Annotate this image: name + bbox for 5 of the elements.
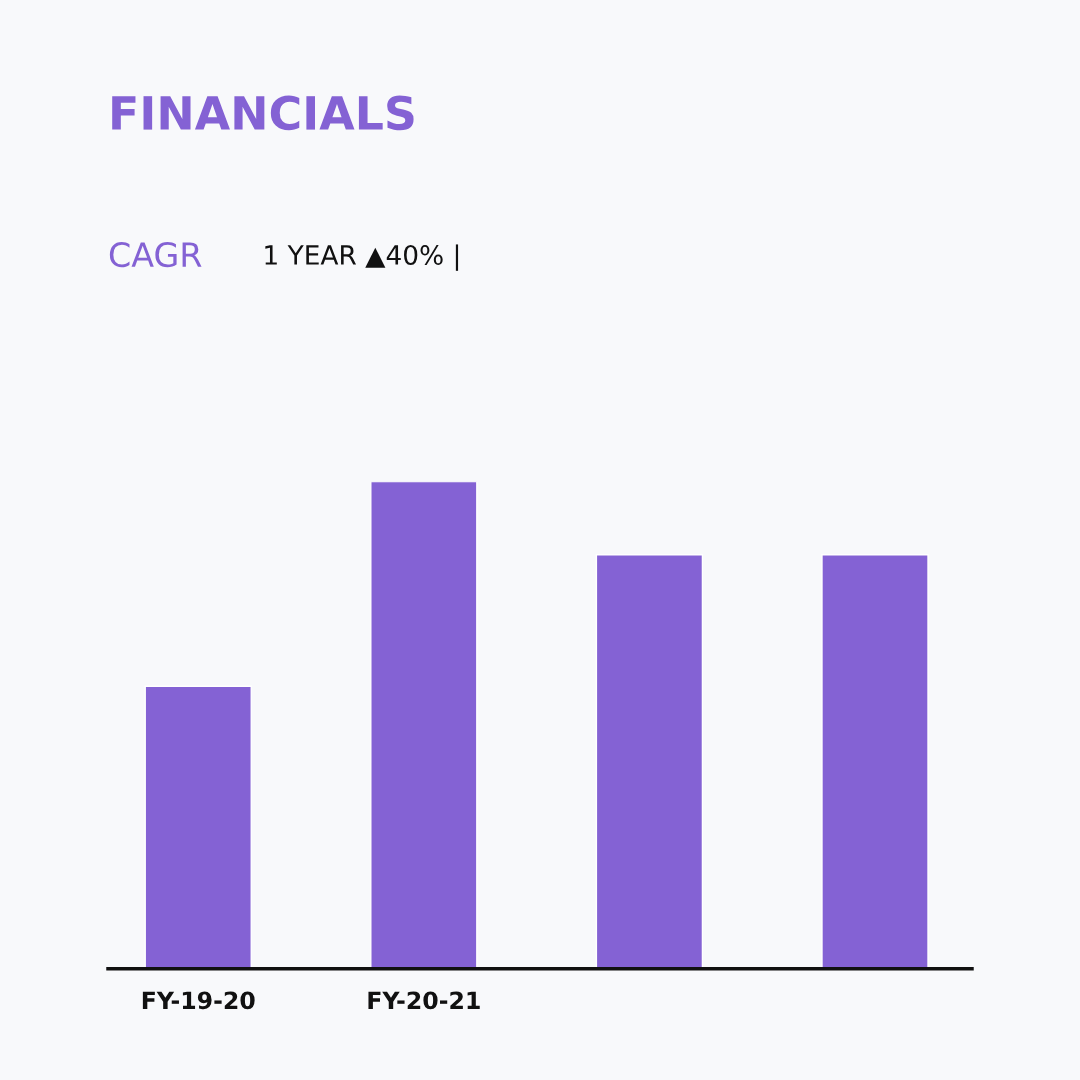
text: 1 YEAR ▲40% | [265,244,459,271]
chart-subtitle: CAGR [109,242,202,268]
x-tick-label: FY-19-20 [142,991,255,1010]
chart-title: FINANCIALS [112,95,414,131]
x-tick-label: FY-20-21 [368,991,480,1010]
